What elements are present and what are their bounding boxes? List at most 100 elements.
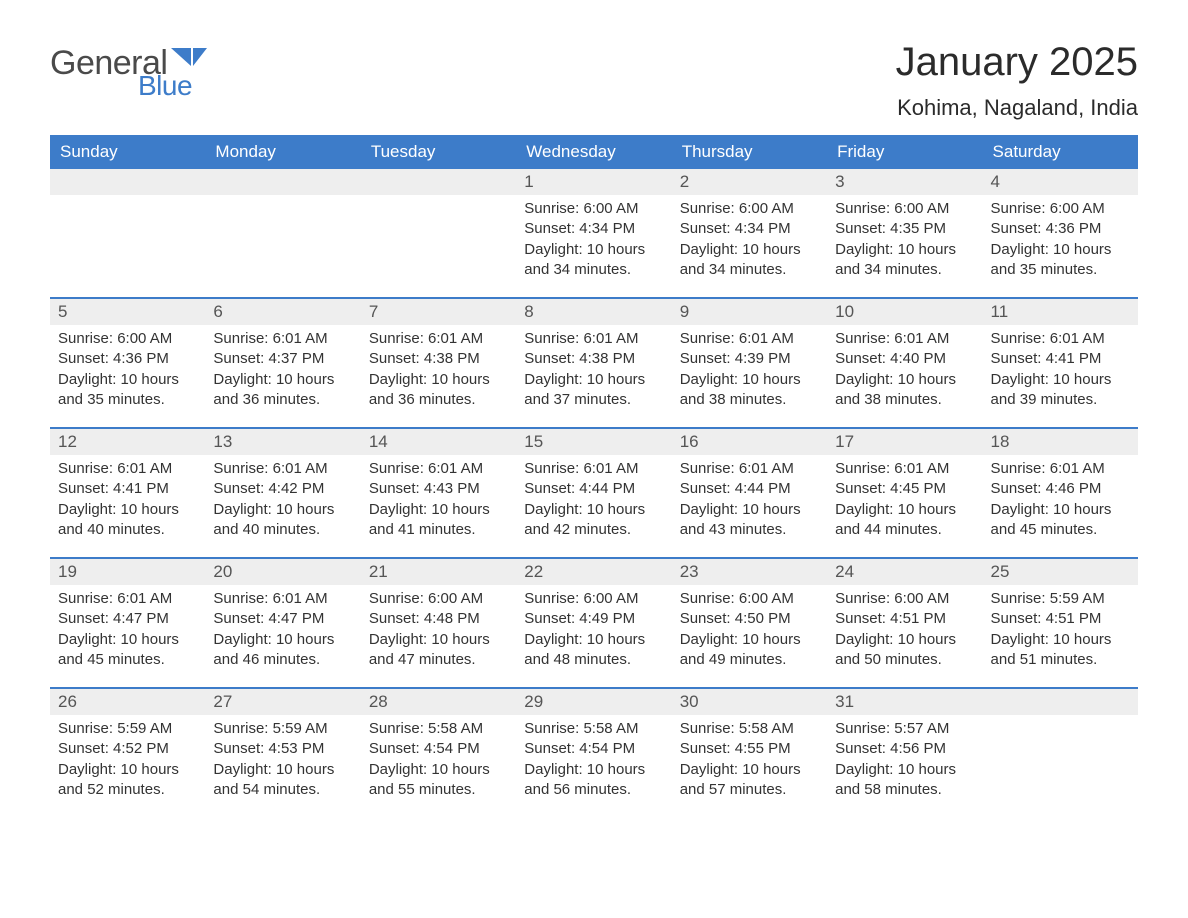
sunset-text: Sunset: 4:47 PM: [213, 609, 352, 629]
daylight-text: and 40 minutes.: [58, 520, 197, 540]
weeks-container: 1Sunrise: 6:00 AMSunset: 4:34 PMDaylight…: [50, 169, 1138, 817]
day-body: Sunrise: 6:01 AMSunset: 4:39 PMDaylight:…: [672, 325, 827, 420]
day-body: Sunrise: 6:01 AMSunset: 4:45 PMDaylight:…: [827, 455, 982, 550]
dayhead-row: Sunday Monday Tuesday Wednesday Thursday…: [50, 135, 1138, 169]
day-number: 2: [672, 169, 827, 195]
day-number: 3: [827, 169, 982, 195]
sunrise-text: Sunrise: 6:01 AM: [835, 329, 974, 349]
sunset-text: Sunset: 4:34 PM: [680, 219, 819, 239]
sunset-text: Sunset: 4:51 PM: [991, 609, 1130, 629]
sunset-text: Sunset: 4:53 PM: [213, 739, 352, 759]
day-body: Sunrise: 6:00 AMSunset: 4:34 PMDaylight:…: [516, 195, 671, 290]
day-body: Sunrise: 6:00 AMSunset: 4:36 PMDaylight:…: [983, 195, 1138, 290]
daylight-text: Daylight: 10 hours: [835, 370, 974, 390]
sunrise-text: Sunrise: 5:59 AM: [991, 589, 1130, 609]
sunrise-text: Sunrise: 5:58 AM: [524, 719, 663, 739]
sunrise-text: Sunrise: 6:01 AM: [680, 329, 819, 349]
calendar: Sunday Monday Tuesday Wednesday Thursday…: [50, 135, 1138, 817]
day-body: Sunrise: 5:57 AMSunset: 4:56 PMDaylight:…: [827, 715, 982, 810]
month-title: January 2025: [896, 40, 1138, 85]
day-body: Sunrise: 5:59 AMSunset: 4:52 PMDaylight:…: [50, 715, 205, 810]
day-cell: 24Sunrise: 6:00 AMSunset: 4:51 PMDayligh…: [827, 559, 982, 687]
daylight-text: and 34 minutes.: [835, 260, 974, 280]
daylight-text: and 40 minutes.: [213, 520, 352, 540]
location: Kohima, Nagaland, India: [896, 95, 1138, 121]
sunrise-text: Sunrise: 6:00 AM: [835, 589, 974, 609]
daylight-text: Daylight: 10 hours: [58, 500, 197, 520]
day-number: 26: [50, 689, 205, 715]
daylight-text: Daylight: 10 hours: [835, 630, 974, 650]
sunrise-text: Sunrise: 6:01 AM: [991, 459, 1130, 479]
sunrise-text: Sunrise: 6:00 AM: [524, 589, 663, 609]
title-block: January 2025 Kohima, Nagaland, India: [896, 40, 1138, 121]
sunset-text: Sunset: 4:36 PM: [991, 219, 1130, 239]
day-number: 29: [516, 689, 671, 715]
day-cell: 31Sunrise: 5:57 AMSunset: 4:56 PMDayligh…: [827, 689, 982, 817]
sunrise-text: Sunrise: 6:00 AM: [991, 199, 1130, 219]
daylight-text: and 38 minutes.: [835, 390, 974, 410]
day-body: Sunrise: 6:01 AMSunset: 4:46 PMDaylight:…: [983, 455, 1138, 550]
sunset-text: Sunset: 4:44 PM: [524, 479, 663, 499]
daylight-text: and 37 minutes.: [524, 390, 663, 410]
sunrise-text: Sunrise: 6:01 AM: [369, 329, 508, 349]
header-row: General Blue January 2025 Kohima, Nagala…: [50, 40, 1138, 121]
week-row: 1Sunrise: 6:00 AMSunset: 4:34 PMDaylight…: [50, 169, 1138, 297]
day-number: 20: [205, 559, 360, 585]
day-cell: 16Sunrise: 6:01 AMSunset: 4:44 PMDayligh…: [672, 429, 827, 557]
day-number: 5: [50, 299, 205, 325]
daylight-text: Daylight: 10 hours: [58, 370, 197, 390]
sunrise-text: Sunrise: 5:58 AM: [680, 719, 819, 739]
daylight-text: Daylight: 10 hours: [680, 240, 819, 260]
daylight-text: and 41 minutes.: [369, 520, 508, 540]
sunset-text: Sunset: 4:34 PM: [524, 219, 663, 239]
sunset-text: Sunset: 4:50 PM: [680, 609, 819, 629]
day-number: 21: [361, 559, 516, 585]
day-cell: 22Sunrise: 6:00 AMSunset: 4:49 PMDayligh…: [516, 559, 671, 687]
day-number: 14: [361, 429, 516, 455]
daylight-text: and 54 minutes.: [213, 780, 352, 800]
day-number: [983, 689, 1138, 715]
sunset-text: Sunset: 4:56 PM: [835, 739, 974, 759]
dayhead-thursday: Thursday: [672, 135, 827, 169]
day-cell: 12Sunrise: 6:01 AMSunset: 4:41 PMDayligh…: [50, 429, 205, 557]
week-row: 5Sunrise: 6:00 AMSunset: 4:36 PMDaylight…: [50, 297, 1138, 427]
day-number: [50, 169, 205, 195]
day-number: 31: [827, 689, 982, 715]
daylight-text: and 45 minutes.: [58, 650, 197, 670]
day-body: Sunrise: 6:01 AMSunset: 4:44 PMDaylight:…: [672, 455, 827, 550]
day-cell: 28Sunrise: 5:58 AMSunset: 4:54 PMDayligh…: [361, 689, 516, 817]
sunrise-text: Sunrise: 5:57 AM: [835, 719, 974, 739]
day-number: 15: [516, 429, 671, 455]
day-number: 8: [516, 299, 671, 325]
day-body: Sunrise: 6:00 AMSunset: 4:49 PMDaylight:…: [516, 585, 671, 680]
daylight-text: and 34 minutes.: [680, 260, 819, 280]
day-cell: 29Sunrise: 5:58 AMSunset: 4:54 PMDayligh…: [516, 689, 671, 817]
sunset-text: Sunset: 4:45 PM: [835, 479, 974, 499]
day-body: Sunrise: 6:01 AMSunset: 4:40 PMDaylight:…: [827, 325, 982, 420]
day-body: Sunrise: 5:58 AMSunset: 4:54 PMDaylight:…: [516, 715, 671, 810]
day-cell: 23Sunrise: 6:00 AMSunset: 4:50 PMDayligh…: [672, 559, 827, 687]
day-body: Sunrise: 6:01 AMSunset: 4:44 PMDaylight:…: [516, 455, 671, 550]
daylight-text: Daylight: 10 hours: [991, 370, 1130, 390]
sunrise-text: Sunrise: 6:01 AM: [58, 589, 197, 609]
day-number: 30: [672, 689, 827, 715]
day-body: Sunrise: 6:00 AMSunset: 4:34 PMDaylight:…: [672, 195, 827, 290]
day-cell: [205, 169, 360, 297]
daylight-text: Daylight: 10 hours: [369, 760, 508, 780]
sunrise-text: Sunrise: 6:01 AM: [58, 459, 197, 479]
day-body: Sunrise: 6:01 AMSunset: 4:42 PMDaylight:…: [205, 455, 360, 550]
daylight-text: Daylight: 10 hours: [58, 760, 197, 780]
sunset-text: Sunset: 4:35 PM: [835, 219, 974, 239]
daylight-text: Daylight: 10 hours: [213, 630, 352, 650]
daylight-text: Daylight: 10 hours: [680, 630, 819, 650]
daylight-text: Daylight: 10 hours: [835, 760, 974, 780]
day-cell: 13Sunrise: 6:01 AMSunset: 4:42 PMDayligh…: [205, 429, 360, 557]
daylight-text: and 49 minutes.: [680, 650, 819, 670]
day-body: Sunrise: 5:58 AMSunset: 4:54 PMDaylight:…: [361, 715, 516, 810]
day-cell: 18Sunrise: 6:01 AMSunset: 4:46 PMDayligh…: [983, 429, 1138, 557]
day-body: Sunrise: 6:00 AMSunset: 4:48 PMDaylight:…: [361, 585, 516, 680]
day-number: [361, 169, 516, 195]
daylight-text: and 43 minutes.: [680, 520, 819, 540]
daylight-text: and 56 minutes.: [524, 780, 663, 800]
day-number: 16: [672, 429, 827, 455]
